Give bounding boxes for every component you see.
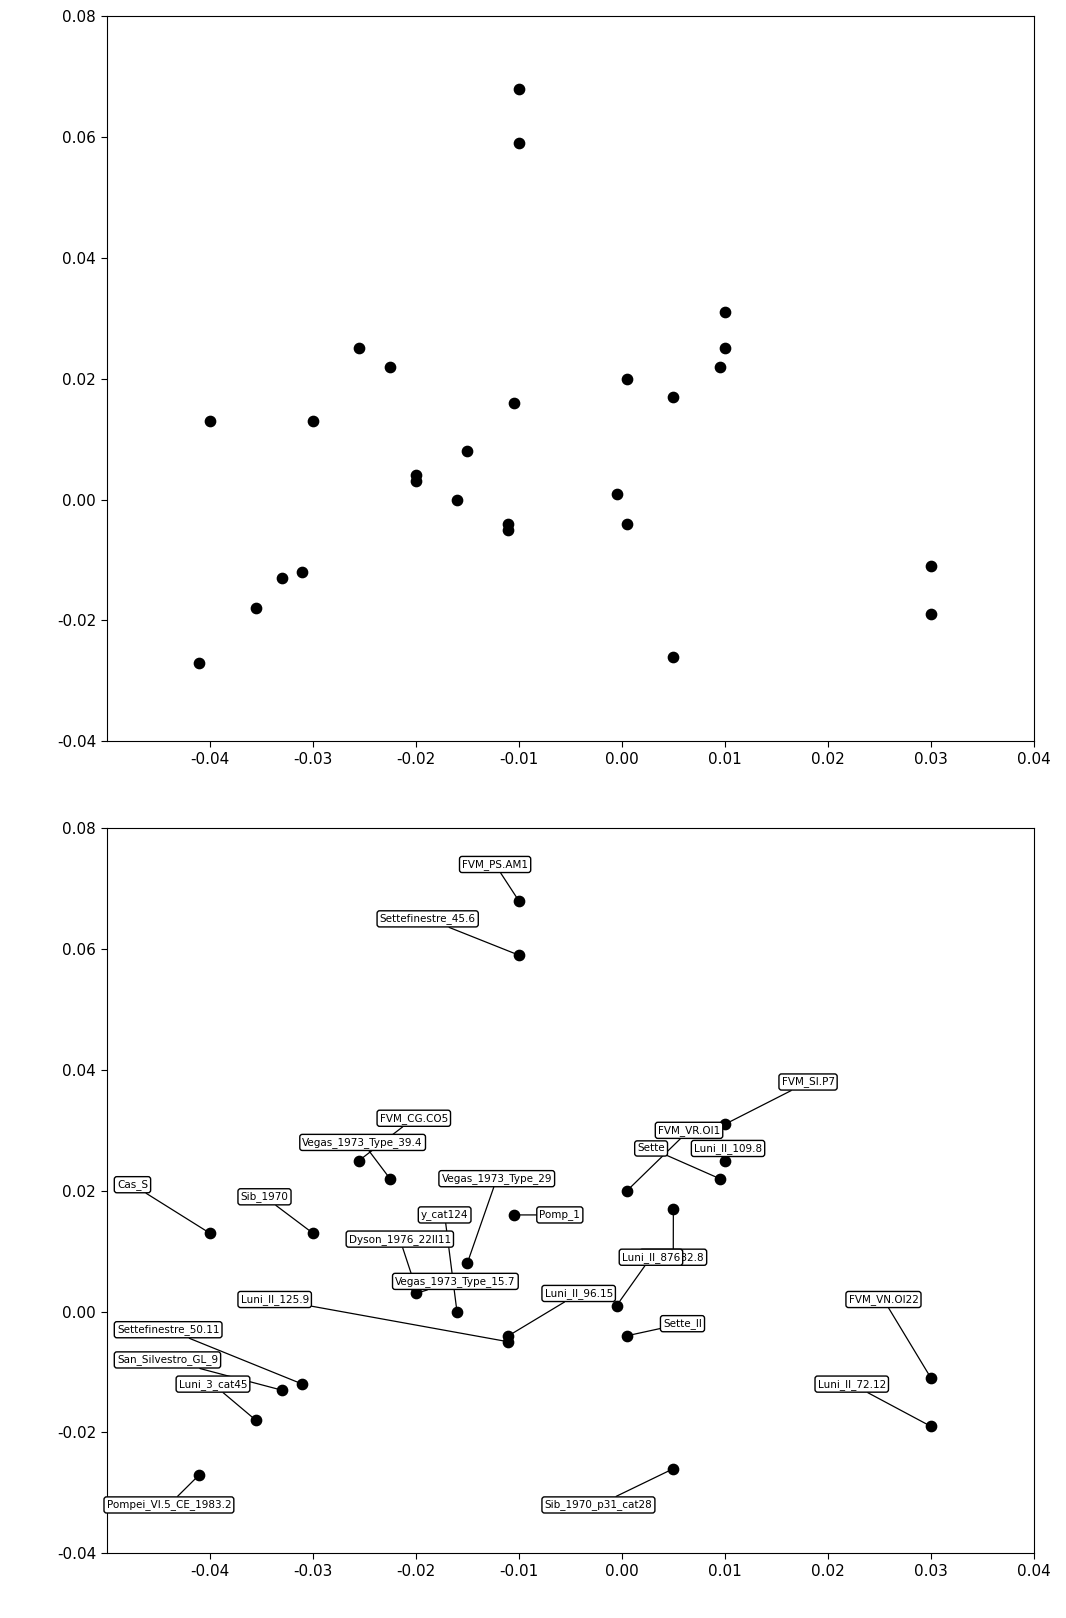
Text: FVM_CG.CO5: FVM_CG.CO5 — [362, 1113, 448, 1158]
Text: Luni_II_876: Luni_II_876 — [619, 1252, 680, 1302]
Point — [304, 1220, 321, 1246]
Text: FVM_SI.P7: FVM_SI.P7 — [728, 1076, 835, 1123]
Point — [716, 1147, 733, 1173]
Point — [304, 408, 321, 434]
Text: Vegas_1973_Type_39.4: Vegas_1973_Type_39.4 — [303, 1137, 423, 1175]
Text: FVM_PS.AM1: FVM_PS.AM1 — [463, 859, 528, 898]
Text: Luni_II_96.15: Luni_II_96.15 — [512, 1288, 613, 1333]
Point — [511, 76, 528, 102]
Point — [247, 1408, 264, 1434]
Text: FVM_VR.OI1: FVM_VR.OI1 — [630, 1125, 721, 1188]
Text: Vegas_1973_Type_15.7: Vegas_1973_Type_15.7 — [395, 1277, 516, 1293]
Text: Settefinestre_50.11: Settefinestre_50.11 — [117, 1324, 298, 1382]
Text: Luni_3_cat45: Luni_3_cat45 — [179, 1379, 253, 1417]
Point — [716, 1112, 733, 1137]
Text: Sette_II: Sette_II — [631, 1319, 701, 1335]
Point — [511, 942, 528, 968]
Point — [711, 1165, 728, 1191]
Point — [294, 560, 311, 586]
Point — [382, 1165, 399, 1191]
Point — [191, 1461, 208, 1487]
Point — [618, 366, 635, 392]
Text: Sib_1970_p31_cat28: Sib_1970_p31_cat28 — [545, 1471, 669, 1510]
Text: Cas_S: Cas_S — [117, 1180, 206, 1231]
Point — [511, 129, 528, 155]
Point — [500, 1324, 517, 1349]
Text: Pomp_1: Pomp_1 — [518, 1210, 580, 1220]
Text: San_Silvestro_GL_9: San_Silvestro_GL_9 — [117, 1354, 278, 1390]
Point — [716, 299, 733, 325]
Text: y_cat124: y_cat124 — [421, 1210, 468, 1307]
Point — [665, 644, 682, 670]
Point — [351, 1147, 368, 1173]
Point — [608, 1293, 625, 1319]
Text: Luni_II_109.8: Luni_II_109.8 — [694, 1142, 762, 1160]
Point — [458, 1251, 475, 1277]
Point — [500, 511, 517, 537]
Point — [449, 487, 466, 513]
Point — [608, 481, 625, 506]
Text: Luni_II_82.8: Luni_II_82.8 — [643, 1214, 704, 1262]
Point — [247, 595, 264, 621]
Text: Sette: Sette — [637, 1144, 716, 1176]
Point — [511, 888, 528, 914]
Point — [500, 1328, 517, 1354]
Text: Vegas_1973_Type_29: Vegas_1973_Type_29 — [441, 1173, 552, 1259]
Point — [449, 1299, 466, 1325]
Point — [922, 553, 939, 579]
Point — [407, 463, 424, 489]
Point — [618, 1324, 635, 1349]
Point — [665, 383, 682, 409]
Point — [407, 469, 424, 495]
Point — [922, 1414, 939, 1440]
Point — [201, 1220, 219, 1246]
Point — [716, 335, 733, 361]
Point — [407, 1280, 424, 1306]
Point — [665, 1196, 682, 1222]
Point — [273, 1377, 290, 1403]
Point — [665, 1456, 682, 1482]
Point — [273, 565, 290, 591]
Text: Luni_II_125.9: Luni_II_125.9 — [241, 1294, 504, 1341]
Point — [618, 511, 635, 537]
Point — [407, 1275, 424, 1301]
Text: Dyson_1976_22II11: Dyson_1976_22II11 — [349, 1233, 451, 1283]
Text: Settefinestre_45.6: Settefinestre_45.6 — [379, 914, 515, 953]
Point — [351, 335, 368, 361]
Text: FVM_VN.OI22: FVM_VN.OI22 — [849, 1294, 928, 1375]
Point — [922, 1366, 939, 1391]
Point — [201, 408, 219, 434]
Point — [505, 390, 522, 416]
Text: Luni_II_72.12: Luni_II_72.12 — [818, 1379, 927, 1424]
Point — [922, 602, 939, 628]
Point — [294, 1370, 311, 1396]
Point — [500, 516, 517, 542]
Point — [458, 438, 475, 464]
Point — [711, 354, 728, 380]
Point — [505, 1202, 522, 1228]
Point — [618, 1178, 635, 1204]
Text: Sib_1970: Sib_1970 — [241, 1191, 309, 1231]
Text: Pompei_VI.5_CE_1983.2: Pompei_VI.5_CE_1983.2 — [107, 1477, 231, 1510]
Point — [191, 650, 208, 676]
Point — [382, 354, 399, 380]
